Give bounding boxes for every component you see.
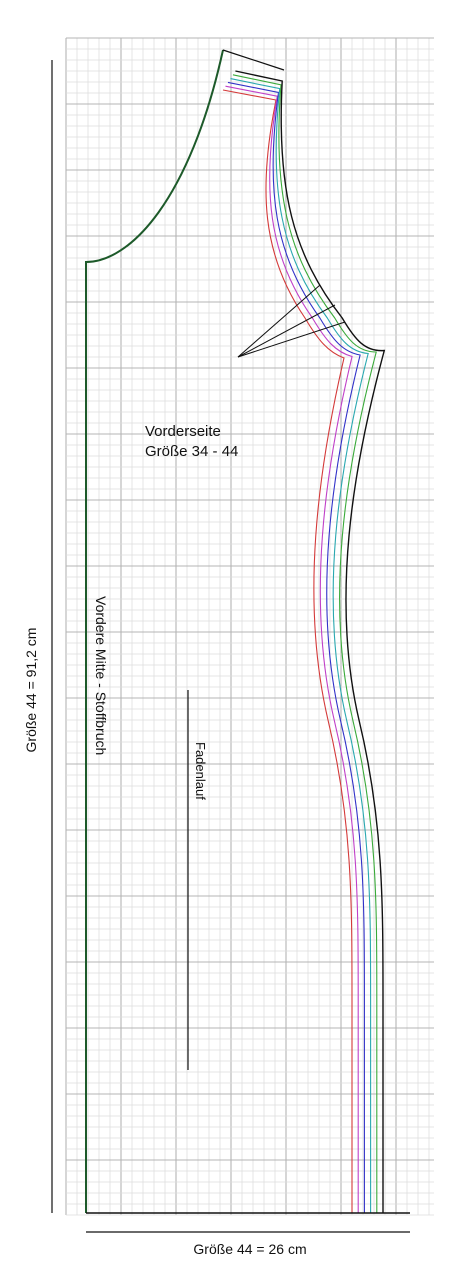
height-label: Größe 44 = 91,2 cm <box>23 628 39 753</box>
center-front-fold-line <box>85 49 224 1213</box>
grid-paper <box>65 37 434 1216</box>
bust-dart <box>237 284 346 358</box>
shoulder-top-edge <box>222 49 285 71</box>
size-line-34 <box>222 89 353 1213</box>
pattern-title: Vorderseite <box>145 423 221 440</box>
width-label: Größe 44 = 26 cm <box>193 1241 306 1257</box>
size-line-36 <box>225 85 359 1213</box>
size-grade-lines <box>222 70 386 1213</box>
size-line-42 <box>232 74 378 1213</box>
grain-label: Fadenlauf <box>193 742 208 800</box>
size-line-40 <box>230 78 372 1213</box>
size-range-label: Größe 34 - 44 <box>145 443 238 460</box>
size-line-38 <box>227 81 365 1213</box>
center-front-label: Vordere Mitte - Stoffbruch <box>93 596 109 755</box>
size-line-44 <box>235 70 386 1213</box>
